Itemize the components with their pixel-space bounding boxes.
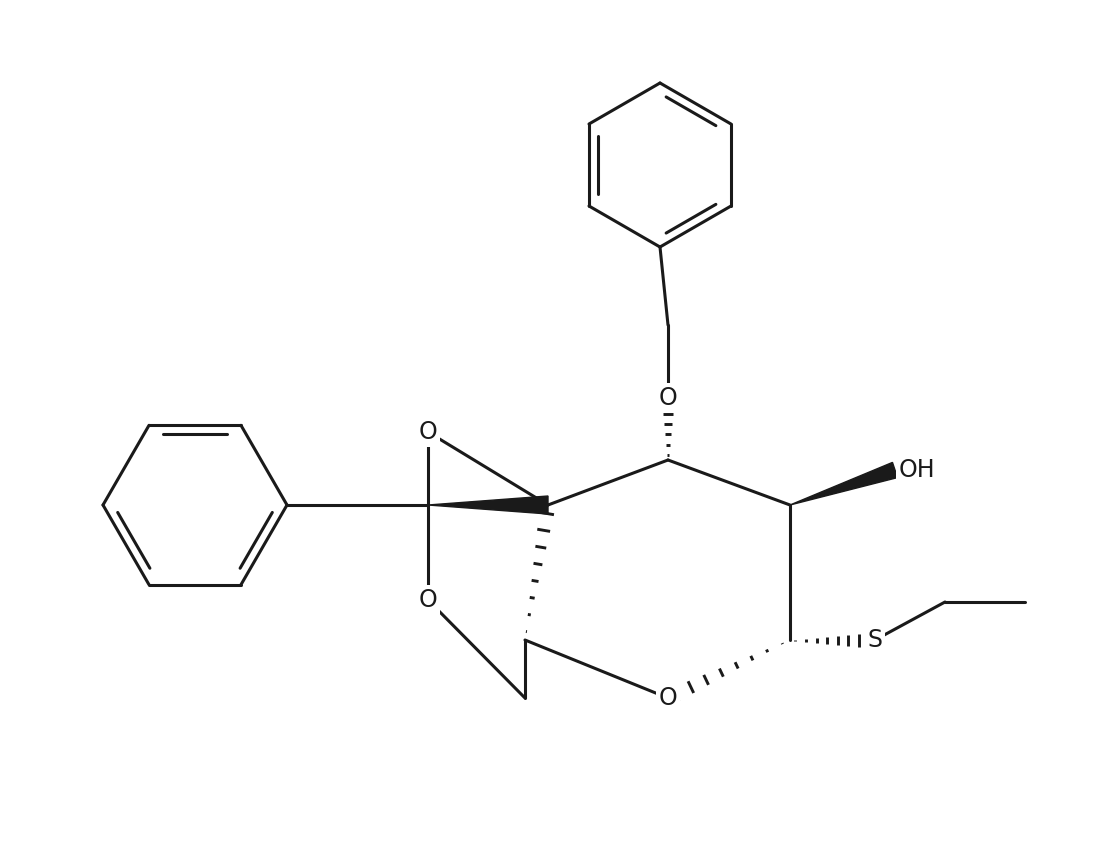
Text: S: S bbox=[867, 628, 883, 652]
Polygon shape bbox=[790, 462, 897, 505]
Text: O: O bbox=[659, 686, 678, 710]
Text: OH: OH bbox=[899, 458, 936, 482]
Polygon shape bbox=[428, 496, 548, 514]
Text: O: O bbox=[659, 386, 678, 410]
Text: O: O bbox=[419, 420, 437, 444]
Text: O: O bbox=[419, 588, 437, 612]
